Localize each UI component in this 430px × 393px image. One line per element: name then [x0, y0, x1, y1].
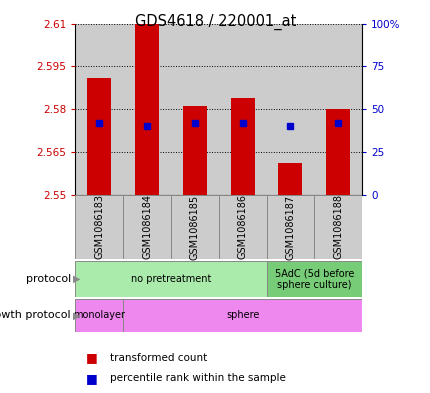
Bar	[218, 24, 266, 195]
Text: percentile rank within the sample: percentile rank within the sample	[110, 373, 285, 383]
Bar	[123, 24, 171, 195]
Bar	[75, 261, 266, 297]
Text: growth protocol: growth protocol	[0, 310, 71, 320]
Bar	[75, 195, 123, 259]
Text: monolayer: monolayer	[73, 310, 125, 320]
Text: transformed count: transformed count	[110, 353, 207, 363]
Text: GSM1086187: GSM1086187	[285, 195, 295, 259]
Text: ▶: ▶	[73, 310, 80, 320]
Bar	[266, 24, 313, 195]
Bar	[313, 24, 361, 195]
Text: GDS4618 / 220001_at: GDS4618 / 220001_at	[135, 14, 295, 30]
Text: 5AdC (5d before
sphere culture): 5AdC (5d before sphere culture)	[274, 268, 353, 290]
Bar	[278, 163, 301, 195]
Text: no pretreatment: no pretreatment	[130, 274, 211, 284]
Bar	[123, 299, 361, 332]
Bar	[171, 195, 218, 259]
Text: GSM1086188: GSM1086188	[332, 195, 342, 259]
Bar	[171, 24, 218, 195]
Text: protocol: protocol	[26, 274, 71, 284]
Bar	[182, 106, 206, 195]
Bar	[75, 299, 123, 332]
Text: sphere: sphere	[225, 310, 259, 320]
Bar	[87, 78, 111, 195]
Text: GSM1086186: GSM1086186	[237, 195, 247, 259]
Bar	[123, 195, 171, 259]
Text: ■: ■	[86, 351, 98, 364]
Text: ■: ■	[86, 371, 98, 385]
Text: ▶: ▶	[73, 274, 80, 284]
Text: GSM1086183: GSM1086183	[94, 195, 104, 259]
Bar	[218, 195, 266, 259]
Bar	[135, 24, 159, 195]
Bar	[313, 195, 361, 259]
Text: GSM1086185: GSM1086185	[189, 195, 200, 259]
Bar	[266, 195, 313, 259]
Bar	[326, 109, 349, 195]
Text: GSM1086184: GSM1086184	[142, 195, 152, 259]
Bar	[230, 98, 254, 195]
Bar	[75, 24, 123, 195]
Bar	[266, 261, 361, 297]
